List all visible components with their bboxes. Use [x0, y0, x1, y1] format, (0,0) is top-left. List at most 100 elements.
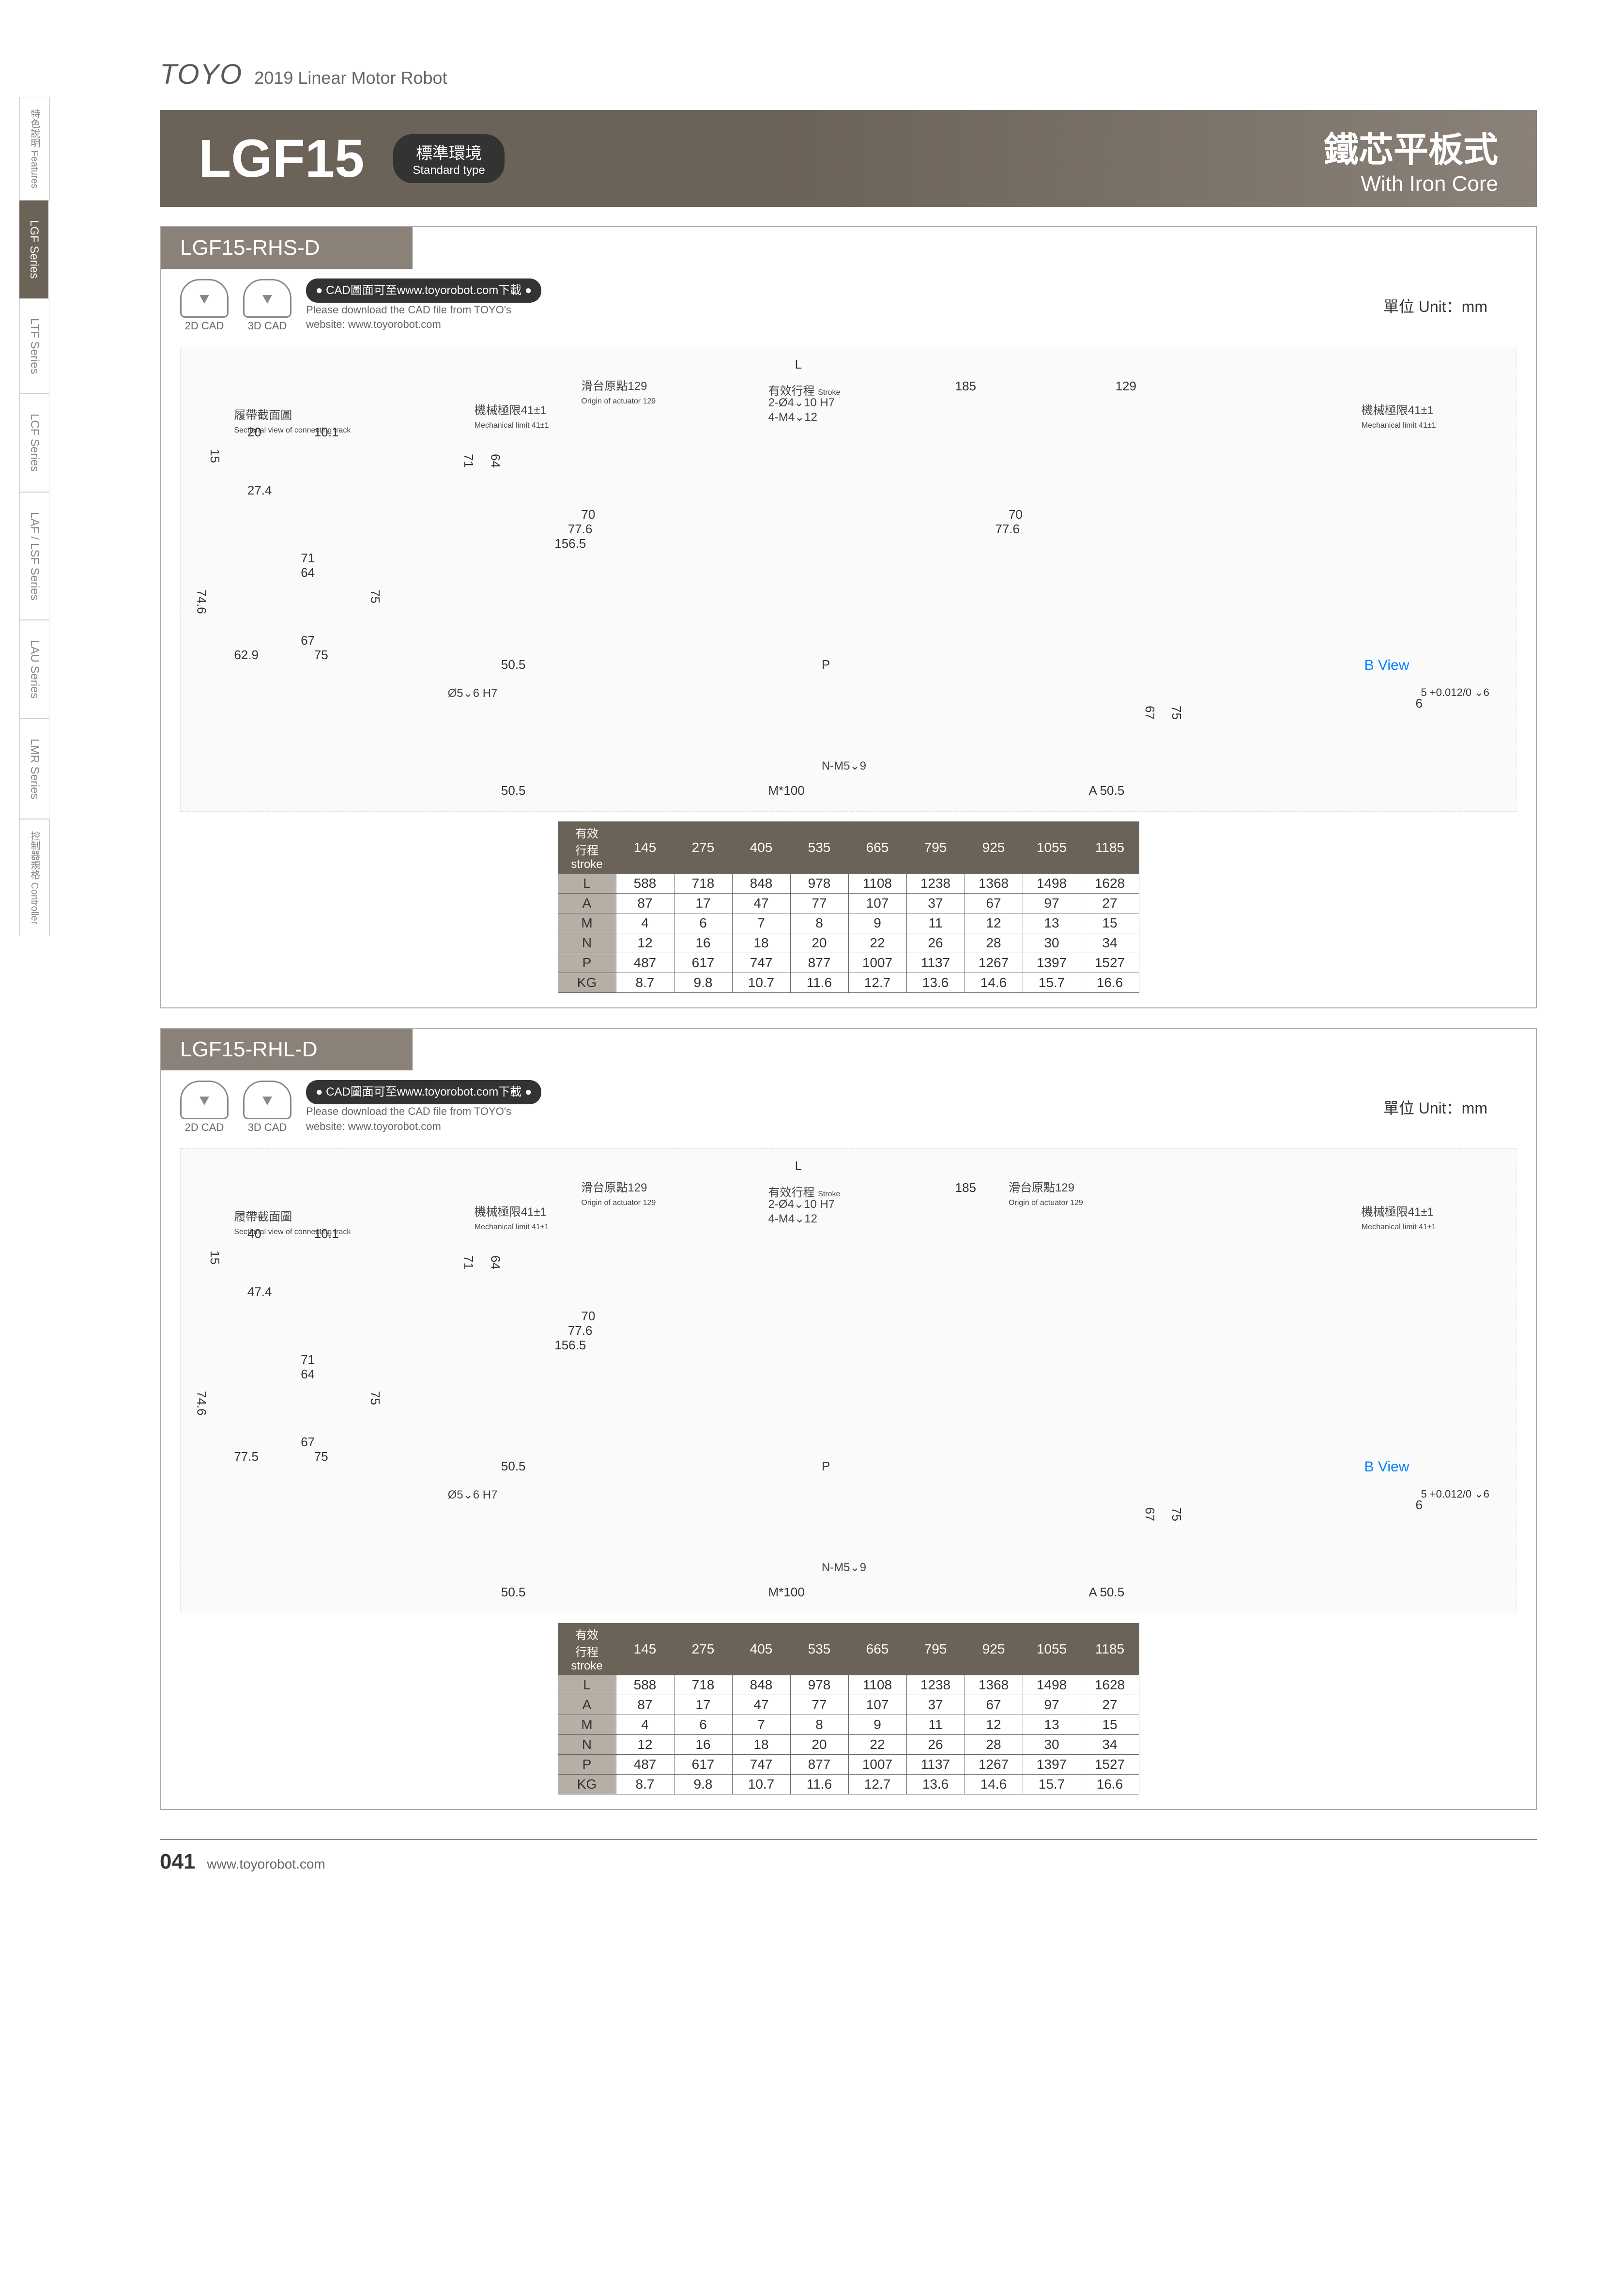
cell: 11.6 — [790, 1775, 848, 1794]
dim-M100: M*100 — [768, 783, 805, 798]
header-subtitle: 2019 Linear Motor Robot — [254, 68, 447, 88]
tolerance: 5 +0.012/0 ⌄6 — [1421, 686, 1489, 699]
dim-M100: M*100 — [768, 1585, 805, 1600]
cell: 9 — [848, 1715, 906, 1735]
cell: 12.7 — [848, 973, 906, 993]
hole-spec-3: Ø5⌄6 H7 — [448, 686, 498, 700]
mlimit-left: 機械極限41±1Mechanical limit 41±1 — [475, 401, 549, 431]
cell: 1238 — [906, 874, 965, 894]
sidebar-tab[interactable]: 特色說明 Features — [19, 97, 50, 201]
spec-table: 有效行程stroke14527540553566579592510551185L… — [558, 821, 1139, 993]
sidebar-tab[interactable]: LGF Series — [19, 201, 48, 298]
cell: 26 — [906, 933, 965, 953]
cell: 11.6 — [790, 973, 848, 993]
cell: 12 — [616, 933, 674, 953]
dim-185: 185 — [955, 1180, 976, 1195]
sidebar-tab[interactable]: LAF / LSF Series — [19, 492, 49, 620]
hole-spec-2: 4-M4⌄12 — [768, 410, 817, 424]
cell: 1368 — [965, 1675, 1023, 1695]
stroke-header: 有效行程stroke — [558, 822, 616, 874]
dim-64v: 64 — [488, 1255, 503, 1269]
mlimit-left: 機械極限41±1Mechanical limit 41±1 — [475, 1202, 549, 1233]
cell: 77 — [790, 894, 848, 913]
cell: 17 — [674, 1695, 732, 1715]
cell: 13 — [1023, 913, 1081, 933]
cell: 747 — [732, 953, 790, 973]
cell: 37 — [906, 1695, 965, 1715]
sidebar-tab[interactable]: 控制器規格 Controller — [19, 819, 50, 936]
cell: 34 — [1081, 1735, 1139, 1755]
cell: 9.8 — [674, 1775, 732, 1794]
cell: 15.7 — [1023, 973, 1081, 993]
cell: 1238 — [906, 1675, 965, 1695]
hole-spec-1: 2-Ø4⌄10 H7 — [768, 1197, 835, 1211]
dim-P: P — [822, 1459, 830, 1474]
hole-spec-1: 2-Ø4⌄10 H7 — [768, 396, 835, 410]
cell: 9 — [848, 913, 906, 933]
cell: 12 — [965, 1715, 1023, 1735]
cad-row: 2D CAD3D CAD● CAD圖面可至www.toyorobot.com下載… — [161, 1070, 1536, 1144]
col-header: 925 — [965, 822, 1023, 874]
sidebar-tab[interactable]: LTF Series — [19, 298, 49, 394]
sidebar-nav: 特色說明 FeaturesLGF SeriesLTF SeriesLCF Ser… — [19, 97, 48, 936]
sidebar-tab[interactable]: LMR Series — [19, 719, 49, 819]
cell: 13 — [1023, 1715, 1081, 1735]
cell: 1628 — [1081, 1675, 1139, 1695]
cell: 30 — [1023, 1735, 1081, 1755]
row-label: L — [558, 1675, 616, 1695]
col-header: 145 — [616, 822, 674, 874]
cell: 67 — [965, 1695, 1023, 1715]
dim-71: 71 — [301, 1352, 315, 1367]
row-label: KG — [558, 973, 616, 993]
dim-62-9: 62.9 — [234, 648, 259, 663]
col-header: 535 — [790, 1623, 848, 1675]
cad-row: 2D CAD3D CAD● CAD圖面可至www.toyorobot.com下載… — [161, 269, 1536, 342]
cell: 27 — [1081, 1695, 1139, 1715]
cell: 1137 — [906, 1755, 965, 1775]
cell: 18 — [732, 1735, 790, 1755]
dim-67b: 67 — [1142, 706, 1157, 720]
dim-50-5l: 50.5 — [501, 1459, 526, 1474]
row-label: P — [558, 1755, 616, 1775]
cell: 588 — [616, 1675, 674, 1695]
dim-L: L — [795, 1159, 802, 1174]
row-label: A — [558, 1695, 616, 1715]
col-header: 535 — [790, 822, 848, 874]
cell: 718 — [674, 874, 732, 894]
row-label: M — [558, 1715, 616, 1735]
cell: 87 — [616, 1695, 674, 1715]
col-header: 275 — [674, 822, 732, 874]
mlimit-right: 機械極限41±1Mechanical limit 41±1 — [1362, 1202, 1436, 1233]
cell: 27 — [1081, 894, 1139, 913]
dim-75b: 75 — [314, 648, 328, 663]
dim-40: 40 — [247, 1226, 261, 1241]
cell: 22 — [848, 1735, 906, 1755]
dim-20: 20 — [247, 425, 261, 440]
cell: 67 — [965, 894, 1023, 913]
sidebar-tab[interactable]: LCF Series — [19, 394, 49, 492]
cell: 30 — [1023, 933, 1081, 953]
col-header: 1055 — [1023, 1623, 1081, 1675]
cell: 617 — [674, 953, 732, 973]
mlimit-right: 機械極限41±1Mechanical limit 41±1 — [1362, 401, 1436, 431]
unit-label: 單位 Unit：mm — [1383, 294, 1517, 317]
cell: 487 — [616, 953, 674, 973]
stroke-header: 有效行程stroke — [558, 1623, 616, 1675]
cell: 22 — [848, 933, 906, 953]
dim-10-1: 10.1 — [314, 1226, 339, 1241]
cad-note: ● CAD圖面可至www.toyorobot.com下載 ●Please dow… — [306, 1080, 541, 1134]
technical-drawing: L滑台原點129Origin of actuator 129有效行程 Strok… — [180, 1148, 1517, 1613]
type-badge: 標準環境 Standard type — [393, 134, 504, 183]
cell: 1397 — [1023, 1755, 1081, 1775]
block-title: LGF15-RHL-D — [161, 1029, 413, 1070]
cell: 8.7 — [616, 973, 674, 993]
cell: 15 — [1081, 913, 1139, 933]
hole-spec-4: N-M5⌄9 — [822, 1561, 866, 1575]
cell: 1397 — [1023, 953, 1081, 973]
sidebar-tab[interactable]: LAU Series — [19, 620, 49, 718]
cell: 1368 — [965, 874, 1023, 894]
cell: 8 — [790, 1715, 848, 1735]
dim-70: 70 — [581, 507, 595, 522]
cad-3d-icon: 3D CAD — [243, 279, 291, 332]
cell: 8 — [790, 913, 848, 933]
